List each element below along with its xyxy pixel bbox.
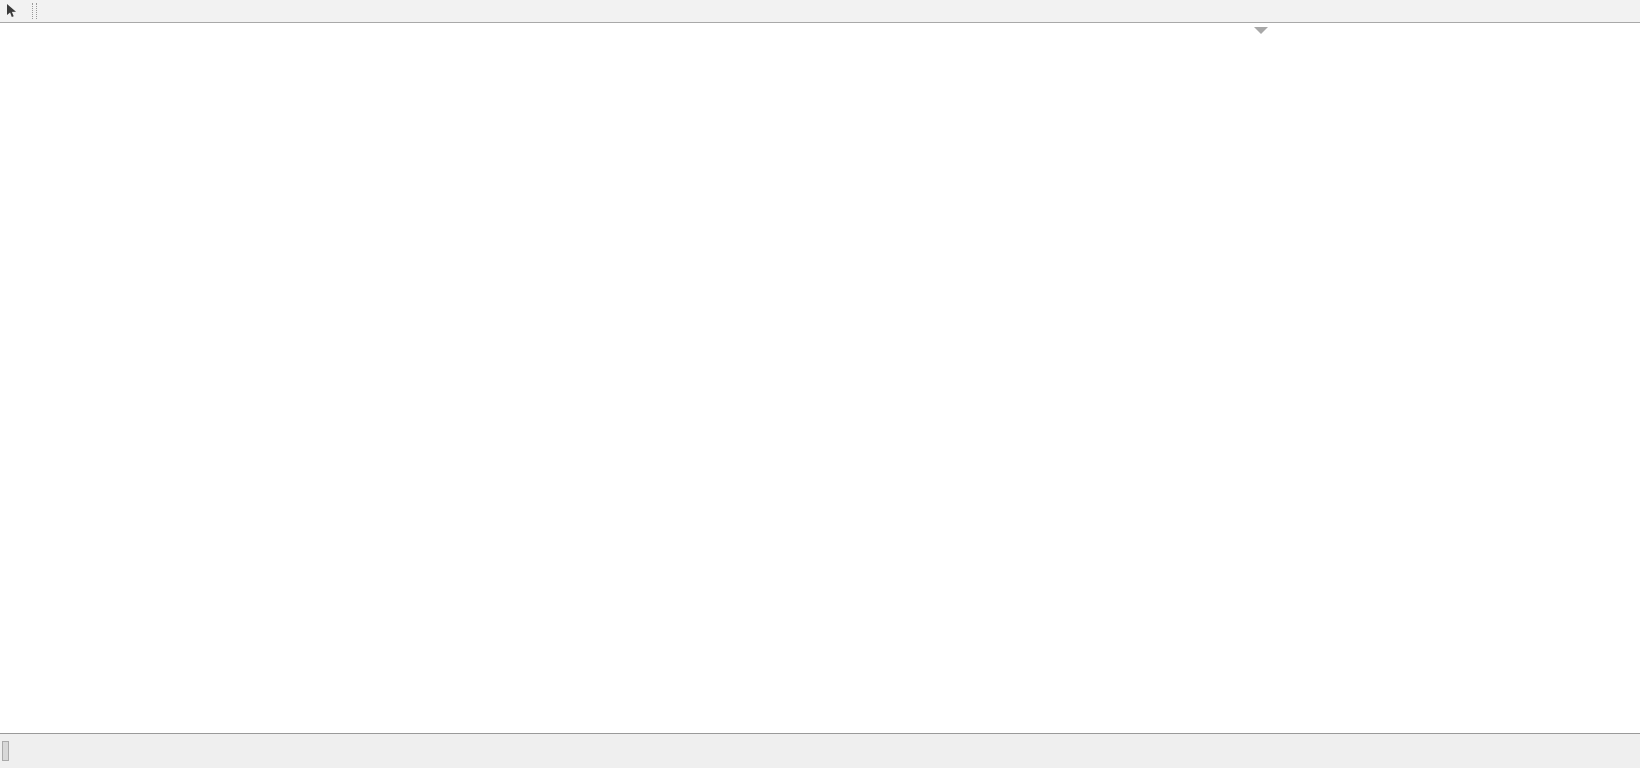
- toolbar: [0, 0, 1640, 23]
- cursor-tool-icon[interactable]: [2, 3, 20, 19]
- tab-scroll-arrows: [1612, 746, 1632, 757]
- chart-title: [8, 28, 22, 40]
- tab-bar-grip[interactable]: [2, 741, 9, 761]
- chart-shift-marker-icon[interactable]: [1254, 27, 1268, 34]
- tab-bar: [0, 733, 1640, 768]
- toolbar-grip[interactable]: [32, 3, 37, 19]
